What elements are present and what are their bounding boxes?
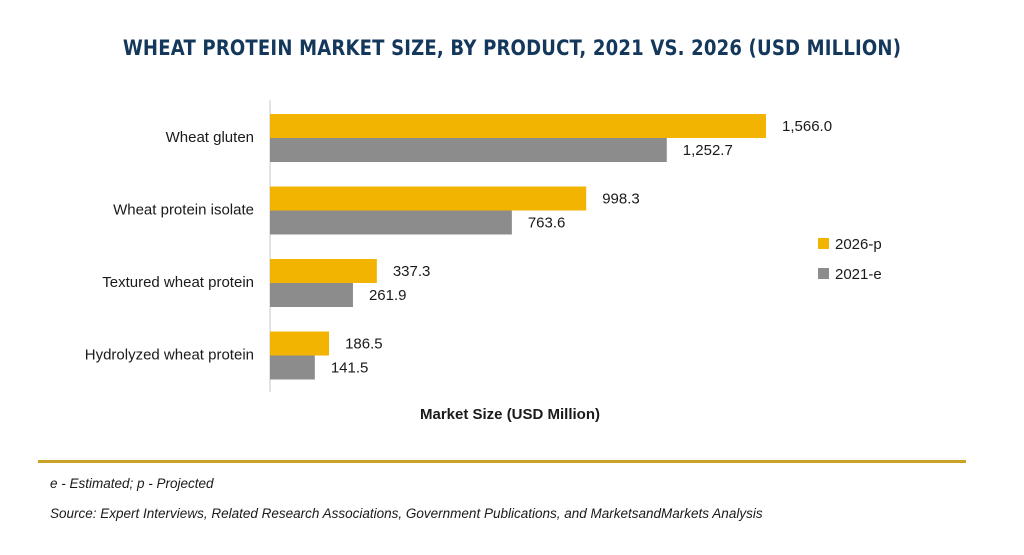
x-axis-title: Market Size (USD Million) bbox=[419, 406, 601, 423]
bar-wheat-protein-isolate-2026-p bbox=[270, 186, 587, 211]
legend-label-2021-e: 2021-e bbox=[835, 266, 882, 283]
bar-textured-wheat-protein-2026-p bbox=[270, 259, 377, 283]
category-label-textured-wheat-protein: Textured wheat protein bbox=[102, 274, 254, 291]
category-label-wheat-protein-isolate: Wheat protein isolate bbox=[113, 202, 254, 219]
bar-textured-wheat-protein-2021-e bbox=[270, 283, 353, 307]
bar-wheat-gluten-2026-p bbox=[270, 114, 766, 138]
footer-divider bbox=[38, 460, 966, 463]
data-label-textured-wheat-protein-2021-e: 261.9 bbox=[369, 287, 407, 304]
source-note: Source: Expert Interviews, Related Resea… bbox=[50, 506, 763, 521]
data-label-wheat-protein-isolate-2021-e: 763.6 bbox=[528, 215, 566, 232]
category-label-hydrolyzed-wheat-protein: Hydrolyzed wheat protein bbox=[85, 347, 254, 364]
legend-swatch-2026-p bbox=[818, 238, 829, 249]
data-label-wheat-protein-isolate-2026-p: 998.3 bbox=[602, 191, 640, 208]
bar-wheat-protein-isolate-2021-e bbox=[270, 210, 512, 235]
data-label-hydrolyzed-wheat-protein-2021-e: 141.5 bbox=[331, 360, 369, 377]
category-label-wheat-gluten: Wheat gluten bbox=[166, 129, 254, 146]
data-label-wheat-gluten-2021-e: 1,252.7 bbox=[683, 142, 733, 159]
legend-abbreviation-note: e - Estimated; p - Projected bbox=[50, 476, 214, 491]
data-label-textured-wheat-protein-2026-p: 337.3 bbox=[393, 263, 431, 280]
legend-swatch-2021-e bbox=[818, 268, 829, 279]
bar-hydrolyzed-wheat-protein-2021-e bbox=[270, 355, 315, 380]
legend-label-2026-p: 2026-p bbox=[835, 236, 882, 253]
data-label-wheat-gluten-2026-p: 1,566.0 bbox=[782, 118, 832, 135]
bar-hydrolyzed-wheat-protein-2026-p bbox=[270, 331, 330, 356]
bar-wheat-gluten-2021-e bbox=[270, 138, 667, 162]
data-label-hydrolyzed-wheat-protein-2026-p: 186.5 bbox=[345, 336, 383, 353]
chart-title: WHEAT PROTEIN MARKET SIZE, BY PRODUCT, 2… bbox=[122, 36, 902, 60]
